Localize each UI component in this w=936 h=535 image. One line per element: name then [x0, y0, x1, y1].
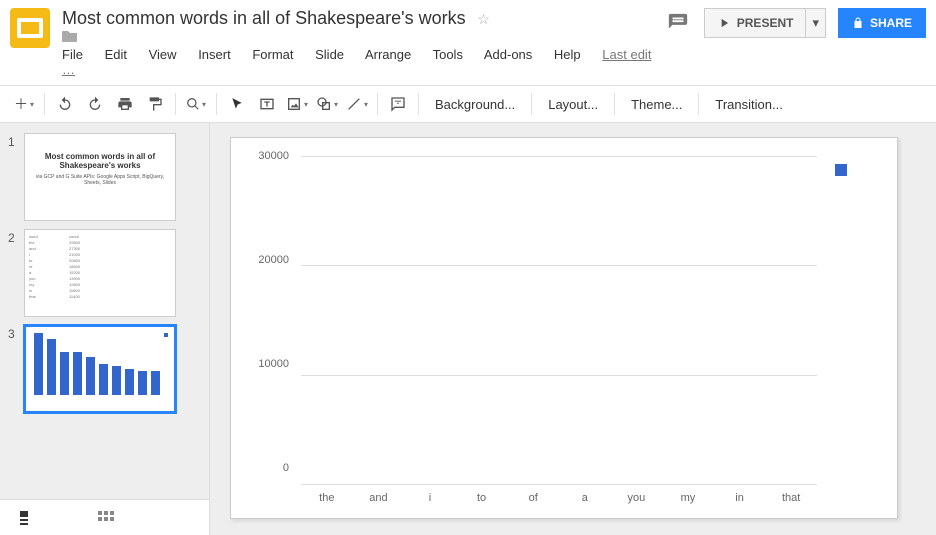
menu-help[interactable]: Help: [554, 47, 581, 62]
background-button[interactable]: Background...: [425, 93, 525, 116]
x-tick-label: that: [765, 492, 817, 504]
toolbar: ＋▾ ▾ ▾ ▾ ▾ Background... Layout... Theme…: [0, 85, 936, 123]
layout-button[interactable]: Layout...: [538, 93, 608, 116]
transition-button[interactable]: Transition...: [705, 93, 792, 116]
shape-tool[interactable]: ▾: [313, 90, 341, 118]
line-tool[interactable]: ▾: [343, 90, 371, 118]
legend-marker: [835, 164, 847, 176]
share-button[interactable]: SHARE: [838, 8, 926, 38]
comment-tool[interactable]: [384, 90, 412, 118]
grid-view-icon[interactable]: [98, 511, 114, 525]
menu-tools[interactable]: Tools: [433, 47, 463, 62]
menu-bar: File Edit View Insert Format Slide Arran…: [62, 47, 664, 77]
thumb-title: Most common words in all of Shakespeare'…: [31, 152, 169, 170]
star-icon[interactable]: ☆: [477, 11, 490, 27]
slide-number: 1: [8, 133, 24, 221]
x-tick-label: and: [353, 492, 405, 504]
menu-edit[interactable]: Edit: [105, 47, 127, 62]
slide-thumb-2[interactable]: wordcount the29800 and27300 i21000 to208…: [24, 229, 176, 317]
zoom-button[interactable]: ▾: [182, 90, 210, 118]
menu-arrange[interactable]: Arrange: [365, 47, 411, 62]
present-dropdown[interactable]: ▾: [806, 8, 826, 38]
folder-icon[interactable]: [62, 29, 664, 43]
share-label: SHARE: [870, 16, 912, 30]
menu-slide[interactable]: Slide: [315, 47, 344, 62]
print-button[interactable]: [111, 90, 139, 118]
current-slide[interactable]: 0 10000 20000 30000 theanditoofayoumyinthat: [230, 137, 898, 519]
x-tick-label: of: [507, 492, 559, 504]
slide-panel: 1 Most common words in all of Shakespear…: [0, 123, 210, 535]
x-tick-label: a: [559, 492, 611, 504]
undo-button[interactable]: [51, 90, 79, 118]
slides-logo: [10, 8, 50, 48]
bar-chart: 0 10000 20000 30000 theanditoofayoumyinthat: [251, 152, 877, 508]
y-tick-label: 10000: [258, 358, 289, 370]
filmstrip-view-icon[interactable]: [20, 511, 38, 525]
x-tick-label: the: [301, 492, 353, 504]
slide-thumb-1[interactable]: Most common words in all of Shakespeare'…: [24, 133, 176, 221]
menu-file[interactable]: File: [62, 47, 83, 62]
x-tick-label: my: [662, 492, 714, 504]
x-tick-label: i: [404, 492, 456, 504]
redo-button[interactable]: [81, 90, 109, 118]
image-tool[interactable]: ▾: [283, 90, 311, 118]
present-button[interactable]: PRESENT: [704, 8, 807, 38]
menu-insert[interactable]: Insert: [198, 47, 231, 62]
slide-canvas: 0 10000 20000 30000 theanditoofayoumyinthat: [210, 123, 936, 535]
new-slide-button[interactable]: ＋▾: [10, 90, 38, 118]
comments-icon[interactable]: [664, 9, 692, 37]
document-title[interactable]: Most common words in all of Shakespeare'…: [62, 8, 466, 29]
menu-view[interactable]: View: [149, 47, 177, 62]
y-tick-label: 0: [283, 462, 289, 474]
thumb-subtitle: via GCP and G Suite APIs: Google Apps Sc…: [31, 174, 169, 186]
select-tool[interactable]: [223, 90, 251, 118]
paint-format-button[interactable]: [141, 90, 169, 118]
menu-addons[interactable]: Add-ons: [484, 47, 532, 62]
y-tick-label: 20000: [258, 254, 289, 266]
y-tick-label: 30000: [258, 150, 289, 162]
theme-button[interactable]: Theme...: [621, 93, 692, 116]
slide-number: 2: [8, 229, 24, 317]
textbox-tool[interactable]: [253, 90, 281, 118]
x-tick-label: in: [714, 492, 766, 504]
x-tick-label: you: [611, 492, 663, 504]
x-tick-label: to: [456, 492, 508, 504]
slide-number: 3: [8, 325, 24, 413]
menu-format[interactable]: Format: [252, 47, 293, 62]
present-label: PRESENT: [737, 16, 794, 30]
slide-thumb-3[interactable]: [24, 325, 176, 413]
